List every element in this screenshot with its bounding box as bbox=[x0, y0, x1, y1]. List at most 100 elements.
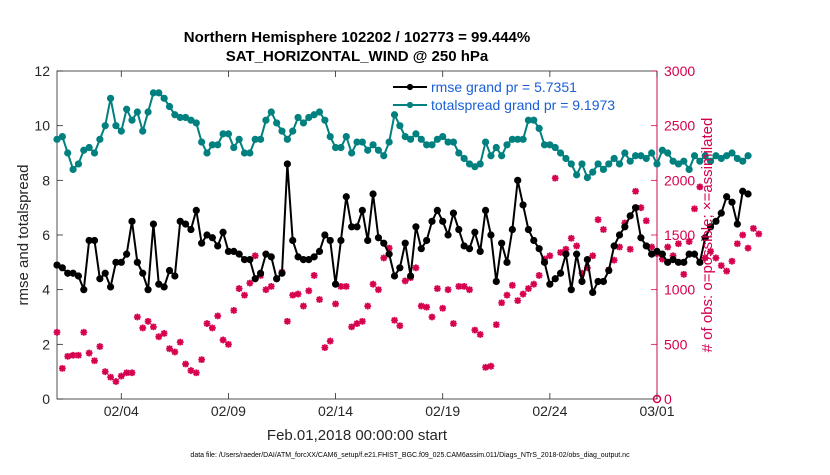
totalspread-point bbox=[535, 124, 543, 132]
rmse-point bbox=[310, 253, 318, 261]
obs-assimilated-point bbox=[64, 352, 72, 360]
totalspread-point bbox=[449, 138, 458, 146]
rmse-point bbox=[578, 277, 586, 286]
rmse-point bbox=[428, 217, 436, 225]
totalspread-point bbox=[112, 122, 120, 130]
obs-assimilated-marker bbox=[305, 287, 313, 295]
obs-assimilated-marker bbox=[58, 364, 66, 372]
totalspread-point bbox=[690, 152, 699, 160]
totalspread-point bbox=[664, 149, 672, 157]
obs-assimilated-point bbox=[739, 231, 747, 239]
obs-assimilated-point bbox=[192, 369, 200, 377]
obs-assimilated-point bbox=[144, 317, 152, 325]
obs-assimilated-marker bbox=[551, 174, 559, 182]
obs-assimilated-marker bbox=[739, 231, 747, 239]
totalspread-point bbox=[198, 138, 206, 146]
obs-assimilated-marker bbox=[262, 286, 270, 294]
totalspread-point bbox=[562, 154, 570, 163]
rmse-point bbox=[106, 283, 115, 291]
obs-assimilated-marker bbox=[717, 262, 725, 270]
obs-assimilated-point bbox=[562, 245, 570, 253]
rmse-point bbox=[256, 269, 265, 277]
obs-assimilated-point bbox=[348, 323, 356, 331]
obs-assimilated-point bbox=[123, 369, 131, 377]
totalspread-point bbox=[128, 116, 136, 124]
totalspread-point bbox=[106, 94, 115, 102]
obs-assimilated-marker bbox=[755, 230, 763, 238]
obs-assimilated-point bbox=[750, 225, 757, 232]
obs-assimilated-point bbox=[283, 317, 291, 325]
obs-assimilated-point bbox=[53, 328, 61, 336]
totalspread-point bbox=[85, 143, 93, 152]
totalspread-point bbox=[390, 111, 399, 119]
totalspread-point bbox=[160, 94, 168, 102]
obs-assimilated-point bbox=[444, 286, 452, 294]
rmse-point bbox=[353, 223, 361, 231]
rmse-point bbox=[540, 258, 549, 266]
obs-assimilated-point bbox=[503, 291, 511, 299]
totalspread-point bbox=[267, 108, 275, 116]
obs-assimilated-point bbox=[450, 320, 457, 327]
obs-assimilated-marker bbox=[364, 302, 372, 310]
obs-assimilated-marker bbox=[621, 219, 629, 227]
obs-assimilated-marker bbox=[321, 344, 329, 352]
obs-assimilated-point bbox=[567, 234, 575, 242]
totalspread-point bbox=[278, 127, 286, 135]
obs-assimilated-marker bbox=[139, 324, 147, 332]
obs-assimilated-marker bbox=[712, 254, 720, 262]
rmse-point bbox=[267, 253, 275, 261]
obs-assimilated-point bbox=[294, 290, 302, 298]
obs-assimilated-point bbox=[219, 336, 227, 344]
totalspread-point bbox=[599, 165, 608, 173]
obs-assimilated-point bbox=[230, 307, 238, 314]
obs-assimilated-marker bbox=[53, 328, 61, 336]
totalspread-point bbox=[417, 135, 425, 143]
obs-assimilated-point bbox=[310, 272, 318, 279]
rmse-point bbox=[74, 272, 83, 280]
obs-assimilated-marker bbox=[439, 304, 447, 312]
totalspread-point bbox=[283, 135, 291, 143]
rmse-point bbox=[455, 225, 463, 234]
footer-note: data file: /Users/raeder/DAI/ATM_forcXX/… bbox=[190, 452, 630, 459]
obs-assimilated-marker bbox=[326, 337, 334, 345]
rmse-point bbox=[706, 223, 715, 231]
y2-tick-label: 2000 bbox=[664, 172, 695, 188]
obs-assimilated-point bbox=[96, 343, 104, 350]
rmse-point bbox=[165, 266, 174, 275]
obs-assimilated-marker bbox=[241, 291, 248, 299]
obs-assimilated-point bbox=[589, 252, 597, 260]
obs-assimilated-point bbox=[669, 252, 677, 260]
obs-assimilated-point bbox=[166, 345, 173, 353]
totalspread-point bbox=[139, 127, 147, 135]
rmse-point bbox=[433, 206, 441, 214]
totalspread-point bbox=[476, 160, 484, 168]
x-tick-label: 02/24 bbox=[532, 403, 567, 419]
totalspread-point bbox=[396, 122, 404, 130]
totalspread-point bbox=[578, 160, 586, 168]
obs-assimilated-marker bbox=[546, 252, 554, 260]
x-axis-label: Feb.01,2018 00:00:00 start bbox=[267, 427, 448, 444]
obs-assimilated-marker bbox=[642, 217, 650, 225]
x-tick-label: 03/01 bbox=[639, 403, 674, 419]
rmse-point bbox=[626, 212, 634, 220]
rmse-line bbox=[56, 163, 749, 296]
obs-assimilated-marker bbox=[187, 367, 195, 374]
obs-assimilated-point bbox=[733, 240, 741, 248]
rmse-point bbox=[481, 206, 490, 214]
obs-assimilated-point bbox=[235, 285, 243, 292]
totalspread-point bbox=[728, 149, 736, 157]
totalspread-point bbox=[364, 146, 372, 154]
obs-assimilated-marker bbox=[514, 297, 522, 304]
obs-assimilated-point bbox=[583, 264, 591, 272]
obs-assimilated-point bbox=[117, 372, 125, 380]
obs-assimilated-marker bbox=[578, 269, 586, 277]
y-tick-label: 6 bbox=[42, 227, 50, 243]
rmse-point bbox=[315, 247, 324, 255]
obs-assimilated-marker bbox=[80, 328, 88, 336]
totalspread-point bbox=[246, 149, 254, 157]
totalspread-point bbox=[289, 127, 297, 135]
obs-assimilated-marker bbox=[391, 316, 398, 324]
rmse-point bbox=[444, 231, 452, 239]
totalspread-point bbox=[123, 105, 131, 113]
obs-assimilated-marker bbox=[744, 244, 752, 252]
